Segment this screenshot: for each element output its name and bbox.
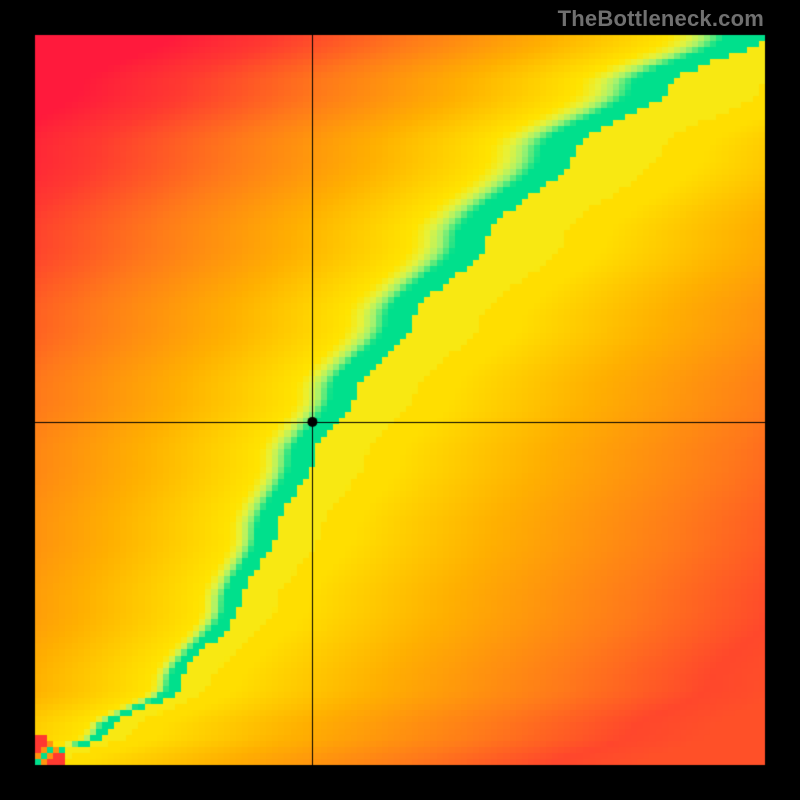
chart-container: TheBottleneck.com <box>0 0 800 800</box>
bottleneck-heatmap-canvas <box>0 0 800 800</box>
